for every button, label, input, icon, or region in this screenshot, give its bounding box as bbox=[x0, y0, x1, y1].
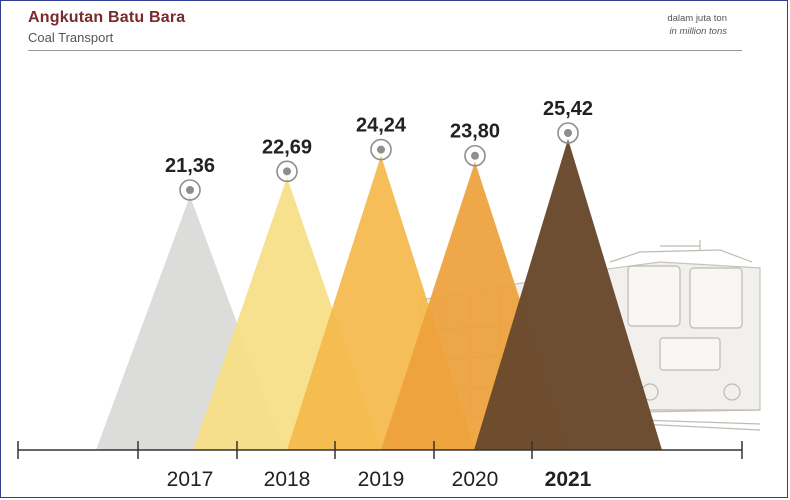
marker-dot-2021 bbox=[564, 129, 572, 137]
marker-ring-2019 bbox=[370, 138, 392, 161]
marker-ring-2020 bbox=[464, 144, 486, 167]
marker-ring-2018 bbox=[276, 160, 298, 183]
x-tick-label-2018: 2018 bbox=[264, 468, 311, 491]
x-tick-label-2021: 2021 bbox=[545, 468, 592, 491]
chart-subtitle: Coal Transport bbox=[28, 30, 114, 45]
value-label-2020: 23,80 bbox=[450, 121, 500, 143]
unit-label-id: dalam juta ton bbox=[667, 13, 727, 24]
peak-2021 bbox=[474, 139, 662, 450]
marker-dot-2018 bbox=[283, 167, 291, 176]
chart-title: Angkutan Batu Bara bbox=[28, 9, 186, 26]
value-label-2018: 22,69 bbox=[262, 136, 312, 158]
x-tick-label-2017: 2017 bbox=[167, 468, 214, 491]
value-label-2019: 24,24 bbox=[356, 115, 407, 137]
unit-label-en: in million tons bbox=[669, 26, 727, 37]
marker-ring-2021 bbox=[557, 122, 579, 144]
marker-dot-2017 bbox=[186, 186, 194, 194]
unit-note: dalam juta ton in million tons bbox=[667, 12, 727, 38]
value-label-2021: 25,42 bbox=[543, 98, 593, 120]
value-label-2017: 21,36 bbox=[165, 155, 215, 177]
x-tick-label-2019: 2019 bbox=[358, 468, 405, 491]
marker-dot-2020 bbox=[471, 151, 479, 160]
x-tick-label-2020: 2020 bbox=[452, 468, 499, 491]
header-rule bbox=[28, 50, 742, 51]
marker-dot-2019 bbox=[377, 145, 385, 154]
marker-ring-2017 bbox=[179, 179, 201, 201]
